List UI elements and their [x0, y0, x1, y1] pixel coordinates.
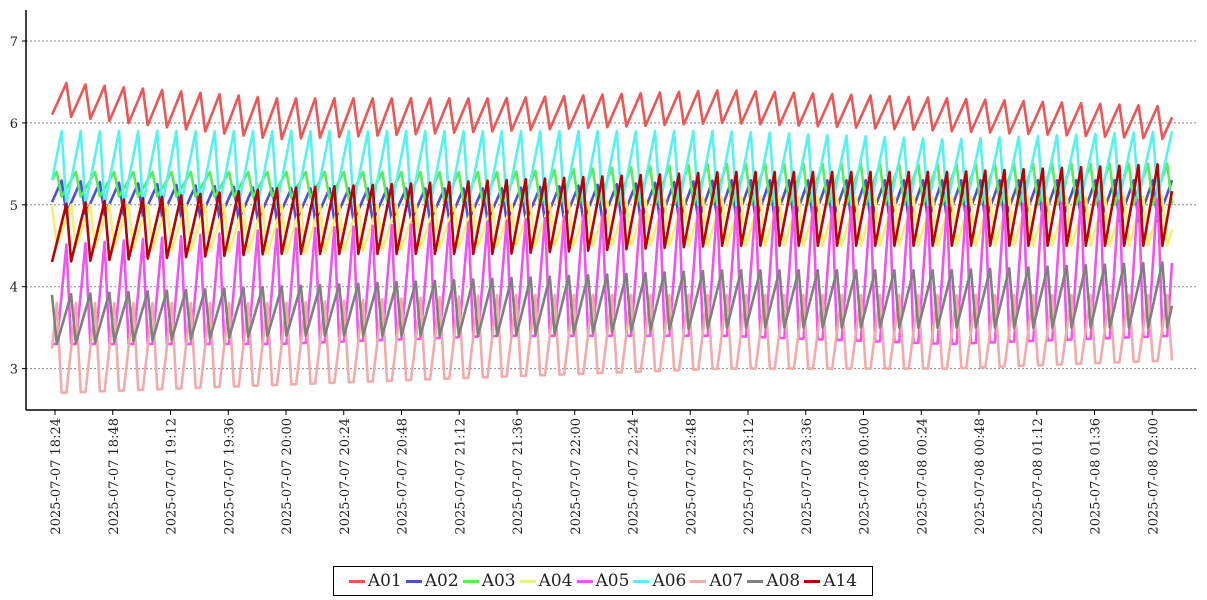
- grid-lines: [26, 40, 1197, 370]
- legend-label: A06: [652, 571, 687, 591]
- y-tick-label: 6: [10, 117, 18, 132]
- x-tick-label: 2025-07-07 20:00: [280, 418, 295, 535]
- x-tick-label: 2025-07-07 23:12: [742, 418, 757, 535]
- legend-item-a03: A03: [462, 571, 516, 591]
- legend-item-a01: A01: [348, 571, 402, 591]
- x-tick-label: 2025-07-08 00:24: [915, 418, 930, 535]
- legend-item-a14: A14: [804, 571, 857, 591]
- axes: [25, 10, 1197, 411]
- legend-label: A14: [823, 571, 858, 591]
- x-tick-label: 2025-07-07 20:48: [396, 418, 411, 535]
- x-tick-label: 2025-07-07 22:00: [569, 418, 584, 535]
- x-tick-label: 2025-07-08 02:00: [1146, 418, 1161, 535]
- legend-swatch: [348, 579, 365, 583]
- x-tick-label: 2025-07-07 22:48: [684, 418, 699, 535]
- x-tick-label: 2025-07-07 19:36: [222, 418, 237, 535]
- legend-label: A02: [424, 571, 459, 591]
- legend-item-a08: A08: [747, 571, 800, 591]
- legend-label: A03: [481, 571, 516, 591]
- x-tick-label: 2025-07-07 22:24: [627, 418, 642, 535]
- x-tick-label: 2025-07-08 01:36: [1089, 418, 1104, 535]
- legend-swatch: [576, 579, 593, 583]
- x-tick-label: 2025-07-07 20:24: [338, 418, 353, 535]
- legend-swatch: [804, 579, 821, 583]
- legend-label: A07: [709, 571, 744, 591]
- legend-swatch: [519, 579, 536, 583]
- x-axis-ticks: 2025-07-07 18:24 2025-07-07 18:48 2025-07-…: [49, 410, 1161, 535]
- y-axis-ticks: 3 4 5 6 7: [10, 35, 26, 378]
- legend-label: A04: [538, 571, 573, 591]
- y-tick-label: 7: [10, 35, 18, 50]
- y-tick-label: 4: [10, 281, 18, 296]
- x-tick-label: 2025-07-08 00:48: [973, 418, 988, 535]
- legend-item-a04: A04: [519, 571, 573, 591]
- legend-label: A01: [367, 571, 402, 591]
- legend-label: A08: [766, 571, 801, 591]
- x-tick-label: 2025-07-08 00:00: [858, 418, 873, 535]
- x-tick-label: 2025-07-07 19:12: [165, 418, 180, 535]
- legend-item-a07: A07: [690, 571, 743, 591]
- legend-swatch: [747, 579, 764, 583]
- legend-item-a02: A02: [405, 571, 459, 591]
- legend-swatch: [462, 579, 479, 583]
- legend-item-a06: A06: [633, 571, 686, 591]
- legend-label: A05: [595, 571, 630, 591]
- y-tick-label: 5: [10, 199, 18, 214]
- y-tick-label: 3: [10, 363, 18, 378]
- x-tick-label: 2025-07-07 21:12: [453, 418, 468, 535]
- x-tick-label: 2025-07-07 23:36: [800, 418, 815, 535]
- x-tick-label: 2025-07-07 18:24: [49, 418, 64, 535]
- legend-swatch: [690, 579, 707, 583]
- series-lines: [50, 81, 1174, 395]
- x-tick-label: 2025-07-08 01:12: [1031, 418, 1046, 535]
- legend-swatch: [405, 579, 422, 583]
- series-line-a14: [50, 163, 1174, 263]
- legend-item-a05: A05: [576, 571, 630, 591]
- chart-legend: A01 A02 A03 A04 A05 A06 A07 A08 A14: [333, 566, 873, 596]
- x-tick-label: 2025-07-07 21:36: [511, 418, 526, 535]
- x-tick-label: 2025-07-07 18:48: [107, 418, 122, 535]
- series-line-a01: [50, 81, 1174, 141]
- series-line-a08: [50, 261, 1174, 346]
- legend-swatch: [633, 579, 650, 583]
- series-line-a07: [50, 293, 1174, 395]
